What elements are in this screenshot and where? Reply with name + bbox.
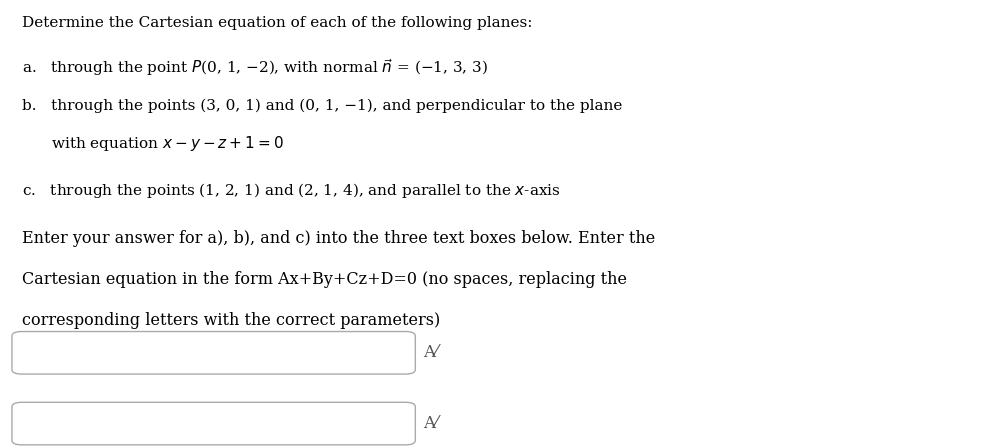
Text: a.   through the point $P$(0, 1, −2), with normal $\vec{n}$ = (−1, 3, 3): a. through the point $P$(0, 1, −2), with… — [22, 57, 488, 78]
Text: A⁄: A⁄ — [423, 415, 438, 432]
Text: A⁄: A⁄ — [423, 345, 438, 361]
Text: with equation $x - y - z + 1 = 0$: with equation $x - y - z + 1 = 0$ — [22, 134, 284, 153]
Text: c.   through the points (1, 2, 1) and (2, 1, 4), and parallel to the $x$-axis: c. through the points (1, 2, 1) and (2, … — [22, 181, 561, 199]
Text: b.   through the points (3, 0, 1) and (0, 1, −1), and perpendicular to the plane: b. through the points (3, 0, 1) and (0, … — [22, 98, 622, 112]
Text: Determine the Cartesian equation of each of the following planes:: Determine the Cartesian equation of each… — [22, 16, 533, 30]
Text: Enter your answer for a), b), and c) into the three text boxes below. Enter the: Enter your answer for a), b), and c) int… — [22, 230, 655, 247]
Text: corresponding letters with the correct parameters): corresponding letters with the correct p… — [22, 312, 440, 329]
FancyBboxPatch shape — [12, 332, 415, 374]
FancyBboxPatch shape — [12, 402, 415, 445]
Text: Cartesian equation in the form Ax+By+Cz+D=0 (no spaces, replacing the: Cartesian equation in the form Ax+By+Cz+… — [22, 271, 626, 288]
